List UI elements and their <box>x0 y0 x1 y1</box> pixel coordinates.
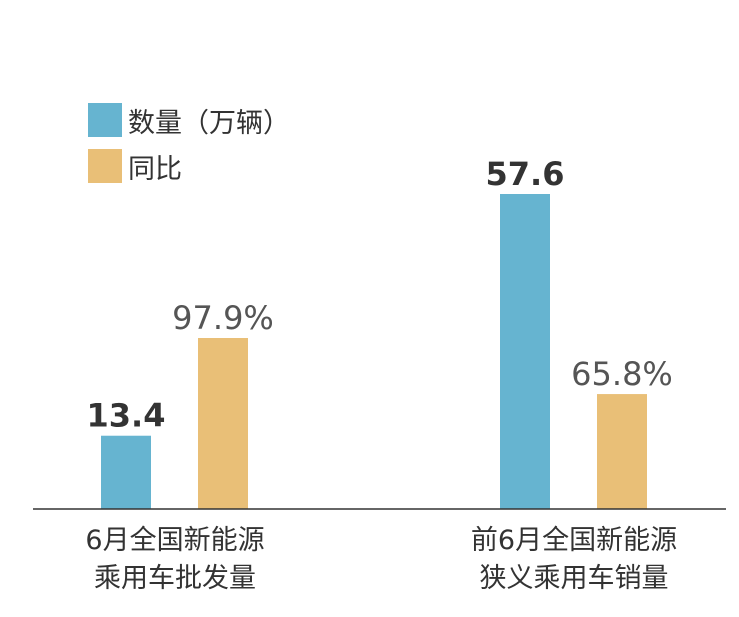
data-label-yoy-0: 97.9% <box>172 299 274 337</box>
category-label-h1-line-1: 前6月全国新能源 <box>470 525 678 556</box>
category-label-june: 6月全国新能源 乘用车批发量 <box>35 522 315 598</box>
bar-count-1 <box>500 194 550 509</box>
bars-layer <box>101 194 647 509</box>
data-label-yoy-1: 65.8% <box>571 355 673 393</box>
bar-yoy-0 <box>198 338 248 509</box>
value-labels-layer: 13.4 57.6 97.9% 65.8% <box>87 155 673 435</box>
category-label-june-line-2: 乘用车批发量 <box>94 563 256 594</box>
category-label-h1-line-2: 狭义乘用车销量 <box>479 563 669 594</box>
legend-label-yoy: 同比 <box>128 153 182 185</box>
category-label-june-line-1: 6月全国新能源 <box>85 525 265 556</box>
data-label-count-1: 57.6 <box>486 155 565 193</box>
legend-swatch-yoy <box>88 149 122 183</box>
bar-yoy-1 <box>597 394 647 509</box>
legend-item-yoy: 同比 <box>88 148 290 185</box>
legend: 数量（万辆） 同比 <box>88 102 290 194</box>
legend-swatch-count <box>88 103 122 137</box>
legend-label-count: 数量（万辆） <box>128 107 290 139</box>
category-label-h1: 前6月全国新能源 狭义乘用车销量 <box>434 522 714 598</box>
legend-item-count: 数量（万辆） <box>88 102 290 139</box>
data-label-count-0: 13.4 <box>87 397 166 435</box>
bar-count-0 <box>101 435 151 509</box>
